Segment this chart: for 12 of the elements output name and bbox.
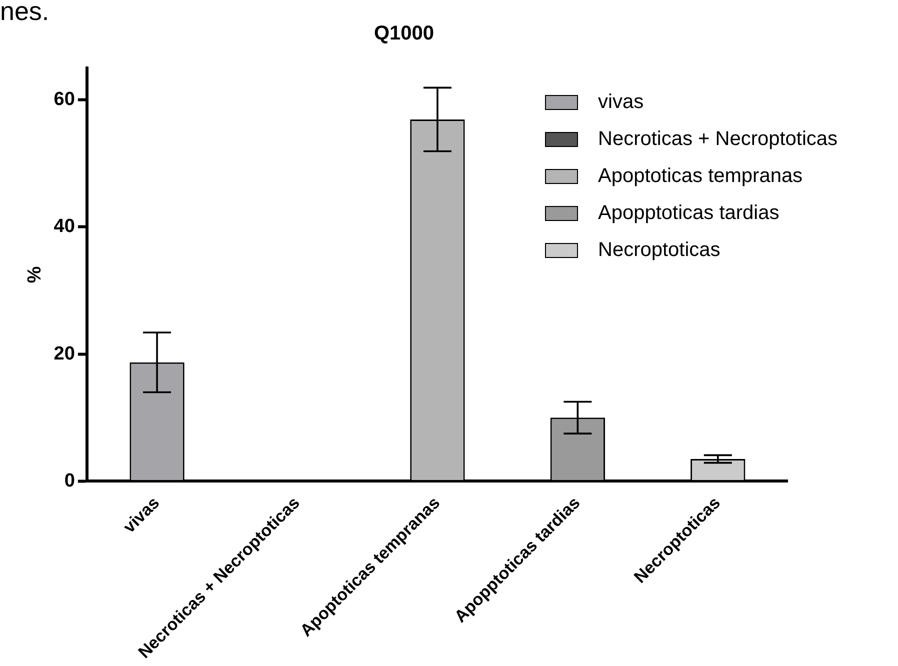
legend-label: vivas	[598, 91, 644, 114]
y-tick-label: 20	[54, 343, 75, 364]
text: nes.	[0, 0, 50, 27]
chart-title: Q1000	[374, 22, 434, 45]
legend-label: Apopptoticas tardias	[598, 202, 780, 225]
legend-label: Necroptoticas	[598, 239, 720, 262]
y-tick-label: 60	[54, 89, 75, 110]
y-tick-label: 40	[54, 216, 75, 238]
legend-label: Necroticas + Necroptoticas	[598, 128, 838, 151]
y-axis-title: %	[24, 266, 46, 284]
legend-label: Apoptoticas tempranas	[598, 165, 803, 188]
y-tick-label: 0	[64, 470, 75, 492]
